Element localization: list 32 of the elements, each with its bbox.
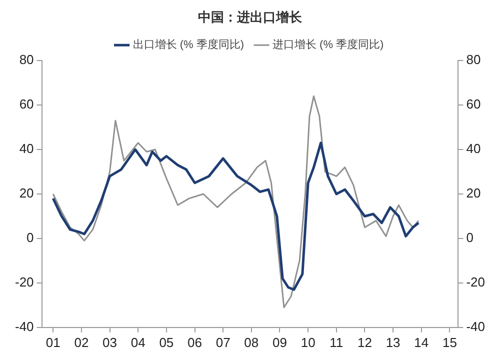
y-tick-label: 40 xyxy=(19,141,34,156)
x-tick-label: 11 xyxy=(330,334,344,350)
y-tick-label: 0 xyxy=(26,230,34,246)
legend-label: 出口增长 (% 季度同比) xyxy=(132,38,244,52)
y2-tick-label: 80 xyxy=(466,52,481,68)
x-tick-label: 06 xyxy=(188,334,202,350)
x-tick-label: 03 xyxy=(102,334,118,350)
y2-tick-label: -40 xyxy=(466,318,486,334)
y-tick-label: 60 xyxy=(19,96,34,112)
x-tick-label: 08 xyxy=(244,334,259,350)
y-tick-label: -40 xyxy=(14,318,34,334)
chart-title: 中国：进出口增长 xyxy=(198,9,303,24)
y2-tick-label: 0 xyxy=(466,230,474,246)
x-tick-label: 07 xyxy=(216,334,230,350)
x-tick-label: 10 xyxy=(300,334,316,350)
x-tick-label: 01 xyxy=(46,334,60,350)
y2-tick-label: 40 xyxy=(466,141,481,156)
x-tick-label: 14 xyxy=(414,334,429,350)
y2-tick-label: -20 xyxy=(466,274,486,290)
x-tick-label: 12 xyxy=(357,334,372,350)
y-tick-label: 80 xyxy=(19,52,34,68)
x-tick-label: 09 xyxy=(272,334,287,350)
y2-tick-label: 60 xyxy=(466,96,481,112)
x-tick-label: 05 xyxy=(159,334,174,350)
y2-tick-label: 20 xyxy=(466,186,481,201)
x-tick-label: 13 xyxy=(386,334,400,350)
y-tick-label: -20 xyxy=(14,274,34,290)
legend-label: 进口增长 (% 季度同比) xyxy=(272,38,384,52)
x-tick-label: 02 xyxy=(74,334,89,350)
y-tick-label: 20 xyxy=(19,186,34,201)
x-tick-label: 15 xyxy=(442,334,457,350)
x-tick-label: 04 xyxy=(130,334,146,350)
